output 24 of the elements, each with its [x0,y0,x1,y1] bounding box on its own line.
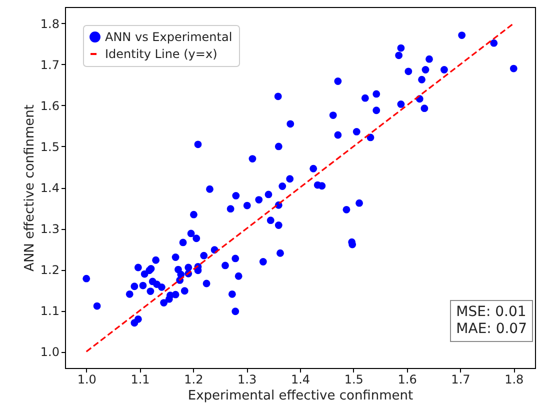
y-tick-label: 1.2 [40,263,60,278]
x-tick-label: 1.5 [344,372,364,386]
y-tick-label: 1.7 [40,58,60,72]
y-tick-label: 1.5 [40,140,60,154]
y-axis-title: ANN effective confinment [22,104,38,272]
y-tick-label: 1.0 [40,345,60,360]
annotation: MSE: 0.01 [456,304,527,321]
x-tick-label: 1.1 [130,372,150,386]
x-tick-label: 1.7 [451,372,470,386]
y-tick-label: 1.3 [40,222,60,236]
y-tick-label: 1.6 [40,98,60,113]
x-tick-label: 1.6 [398,372,417,386]
y-tick-label: 1.1 [40,304,60,318]
legend-label: ANN vs Experimental [105,30,232,44]
x-tick-label: 1.2 [184,372,204,386]
x-tick-label: 1.3 [238,372,257,386]
x-axis-title: Experimental effective confinment [188,388,414,404]
y-tick-label: 1.4 [40,181,60,195]
legend-label: Identity Line (y=x) [105,47,218,61]
x-tick-label: 1.0 [77,372,96,386]
x-tick-label: 1.4 [290,372,310,386]
annotation: MAE: 0.07 [456,321,527,338]
y-tick-label: 1.8 [40,16,60,31]
x-tick-label: 1.8 [504,372,524,386]
